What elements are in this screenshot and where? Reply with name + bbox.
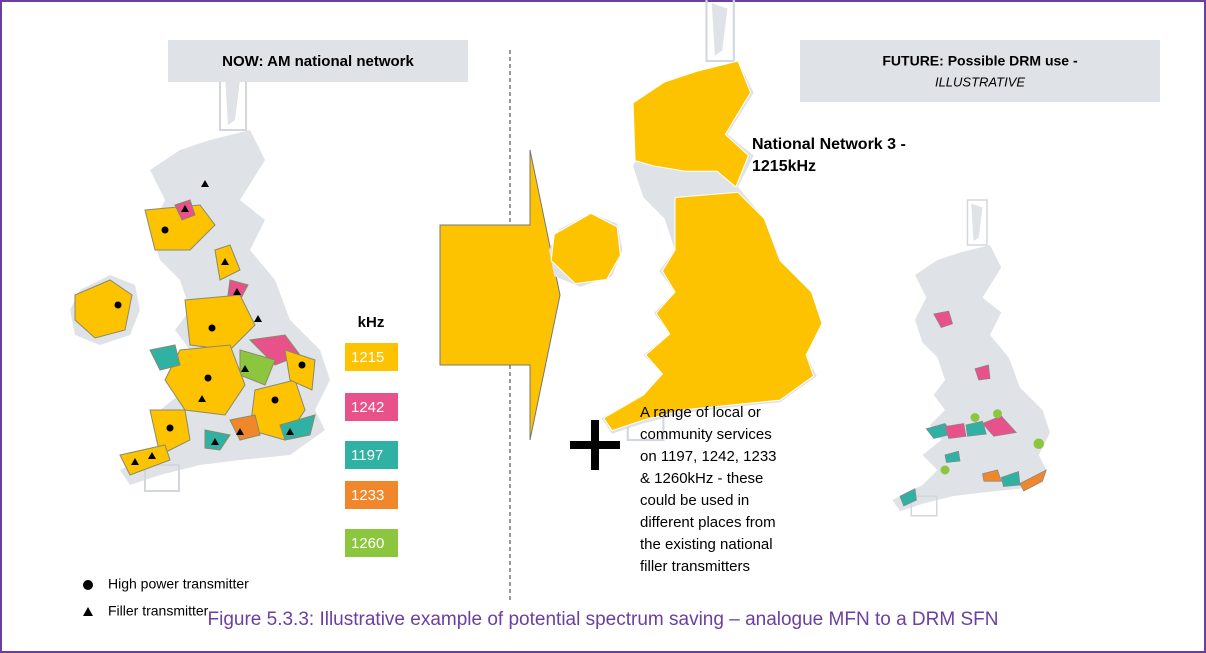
legend-swatch	[345, 441, 398, 469]
map-label: National Network 3 -	[752, 136, 906, 153]
heading-box	[800, 40, 1160, 102]
heading: NOW: AM national network	[222, 53, 414, 70]
annotation-line: & 1260kHz - these	[640, 470, 763, 487]
legend: 1215 1242 1197 1233 1260	[345, 343, 398, 557]
legend-label: 1242	[351, 399, 384, 416]
future-national-map	[549, 0, 823, 442]
heading: FUTURE: Possible DRM use -	[882, 53, 1078, 69]
marker-label: High power transmitter	[108, 576, 249, 592]
annotation-line: the existing national	[640, 536, 773, 553]
annotation-line: could be used in	[640, 492, 749, 509]
legend-label: 1197	[351, 447, 383, 464]
heading-box	[168, 40, 468, 82]
annotation-line: on 1197, 1242, 1233	[640, 448, 777, 465]
legend-swatch	[345, 343, 398, 371]
annotation-line: community services	[640, 426, 772, 443]
legend-swatch	[345, 529, 398, 557]
now-map	[70, 69, 330, 492]
legend-swatch	[345, 393, 398, 421]
annotation-line: filler transmitters	[640, 558, 750, 575]
legend-label: 1260	[351, 535, 384, 552]
future-local-map	[892, 199, 1050, 517]
annotation-line: different places from	[640, 514, 776, 531]
legend-swatch	[345, 481, 398, 509]
high-power-icon	[83, 580, 93, 590]
legend-label: 1233	[351, 487, 384, 504]
annotation: A range of local or community services on …	[640, 404, 777, 575]
filler-icon	[83, 607, 93, 616]
caption: Figure 5.3.3: Illustrative example of po…	[208, 609, 999, 630]
annotation-line: A range of local or	[640, 404, 761, 421]
legend-label: 1215	[351, 349, 384, 366]
arrow	[439, 149, 561, 441]
map-label: 1215kHz	[752, 158, 816, 175]
marker-label: Filler transmitter	[108, 603, 209, 619]
legend-title: kHz	[358, 314, 385, 331]
heading-note: ILLUSTRATIVE	[935, 74, 1025, 89]
plus-sign	[570, 420, 620, 470]
